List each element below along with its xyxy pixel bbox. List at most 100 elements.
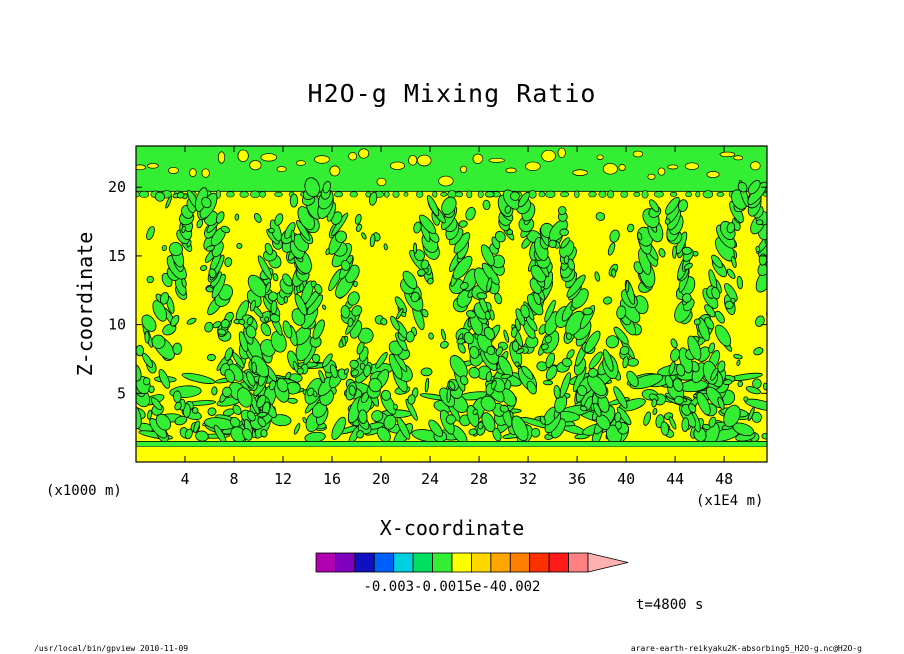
scattered-cell bbox=[637, 232, 643, 241]
scattered-cell bbox=[274, 213, 284, 226]
plume-cell bbox=[764, 229, 767, 245]
plume-cell bbox=[468, 366, 480, 379]
scattered-cell bbox=[440, 328, 447, 341]
plume-cell bbox=[545, 352, 555, 369]
scattered-cell bbox=[217, 328, 227, 336]
plume-cell bbox=[402, 270, 418, 290]
scattered-cell bbox=[314, 283, 323, 295]
plume-cell bbox=[544, 299, 556, 323]
scattered-cell bbox=[224, 257, 233, 267]
scattered-cell bbox=[264, 316, 269, 322]
plume-cell bbox=[768, 262, 790, 286]
scattered-cell bbox=[483, 326, 495, 340]
scattered-cell bbox=[539, 415, 546, 425]
colorbar-labels: -0.003-0.0015e-40.002 bbox=[363, 579, 540, 595]
scattered-cell bbox=[154, 191, 166, 202]
low-level-cell bbox=[420, 367, 433, 377]
plume-cell bbox=[814, 407, 843, 437]
scattered-cell bbox=[692, 250, 699, 257]
upper-band-gap bbox=[706, 171, 720, 178]
scattered-cell bbox=[200, 265, 208, 271]
y-tick-label: 5 bbox=[117, 384, 126, 402]
plume-cell bbox=[518, 191, 530, 208]
scattered-cell bbox=[651, 398, 657, 408]
x-axis-unit: (x1E4 m) bbox=[696, 493, 763, 509]
upper-band-gap bbox=[667, 164, 679, 170]
scattered-cell bbox=[755, 219, 764, 226]
scattered-cell bbox=[626, 223, 635, 233]
scattered-cell bbox=[148, 385, 155, 394]
plume-cell bbox=[521, 365, 534, 380]
scattered-cell bbox=[710, 367, 719, 381]
scattered-cell bbox=[348, 385, 356, 396]
scattered-cell bbox=[688, 403, 697, 413]
plume-cell bbox=[497, 355, 513, 378]
footer-left: /usr/local/bin/gpview 2010-11-09 bbox=[34, 644, 188, 653]
band-edge-cell bbox=[415, 190, 424, 198]
scattered-cell bbox=[614, 412, 622, 423]
upper-band-gap bbox=[557, 147, 566, 158]
scattered-cell bbox=[298, 283, 305, 293]
upper-band-gap bbox=[260, 153, 278, 162]
scattered-cell bbox=[594, 271, 600, 282]
scattered-cell bbox=[381, 389, 392, 401]
scattered-cell bbox=[410, 291, 420, 303]
upper-band-gap bbox=[201, 168, 210, 178]
plume-cell bbox=[224, 347, 233, 361]
band-edge-cell bbox=[607, 190, 615, 199]
scattered-cell bbox=[181, 225, 186, 234]
plume-cell bbox=[390, 315, 400, 331]
x-tick-label: 20 bbox=[372, 470, 390, 488]
scattered-cell bbox=[672, 245, 677, 259]
scattered-cell bbox=[619, 345, 630, 356]
scattered-cell bbox=[354, 213, 362, 225]
band-edge-cell bbox=[685, 191, 692, 198]
x-tick-label: 16 bbox=[323, 470, 341, 488]
band-edge-cell bbox=[403, 191, 409, 197]
scattered-cell bbox=[737, 380, 744, 387]
x-tick-label: 36 bbox=[568, 470, 586, 488]
scattered-cell bbox=[559, 228, 569, 237]
scattered-cell bbox=[349, 359, 359, 369]
plume-cell bbox=[672, 378, 684, 392]
scattered-cell bbox=[736, 275, 743, 290]
scattered-cell bbox=[369, 191, 378, 206]
scattered-cell bbox=[482, 199, 491, 211]
plume-cell bbox=[649, 199, 660, 213]
upper-band-gap bbox=[358, 148, 370, 159]
colorbar-cell bbox=[354, 552, 375, 573]
band-edge-cell bbox=[545, 190, 556, 198]
x-tick-label: 12 bbox=[274, 470, 292, 488]
scattered-cell bbox=[681, 293, 692, 303]
upper-band-gap bbox=[189, 168, 197, 177]
scattered-cell bbox=[205, 245, 215, 252]
scattered-cell bbox=[579, 405, 588, 412]
plume-cell bbox=[774, 402, 796, 431]
upper-band-gap bbox=[460, 165, 468, 174]
scattered-cell bbox=[256, 394, 267, 409]
scattered-cell bbox=[257, 411, 268, 418]
band-edge-cell bbox=[528, 190, 537, 199]
scattered-cell bbox=[383, 243, 388, 251]
scattered-cell bbox=[369, 233, 376, 248]
surface-layer bbox=[136, 446, 767, 462]
scattered-cell bbox=[616, 305, 627, 320]
plume-cell bbox=[665, 196, 680, 215]
upper-band-gap bbox=[632, 150, 644, 158]
scattered-cell bbox=[567, 258, 575, 271]
scattered-cell bbox=[350, 369, 359, 377]
scattered-cell bbox=[722, 379, 733, 386]
scattered-cell bbox=[664, 375, 674, 389]
scattered-cell bbox=[566, 332, 572, 340]
plume-cell bbox=[264, 243, 273, 256]
plume-cell bbox=[811, 377, 823, 393]
plume-cell bbox=[796, 366, 819, 392]
plume-cell bbox=[708, 342, 716, 354]
scattered-cell bbox=[407, 394, 416, 405]
scattered-cell bbox=[660, 421, 670, 436]
scattered-cell bbox=[424, 377, 430, 393]
band-edge-cell bbox=[653, 191, 664, 198]
band-edge-cell bbox=[455, 191, 464, 198]
plume-cell bbox=[405, 398, 418, 421]
plume-cell bbox=[626, 370, 639, 388]
